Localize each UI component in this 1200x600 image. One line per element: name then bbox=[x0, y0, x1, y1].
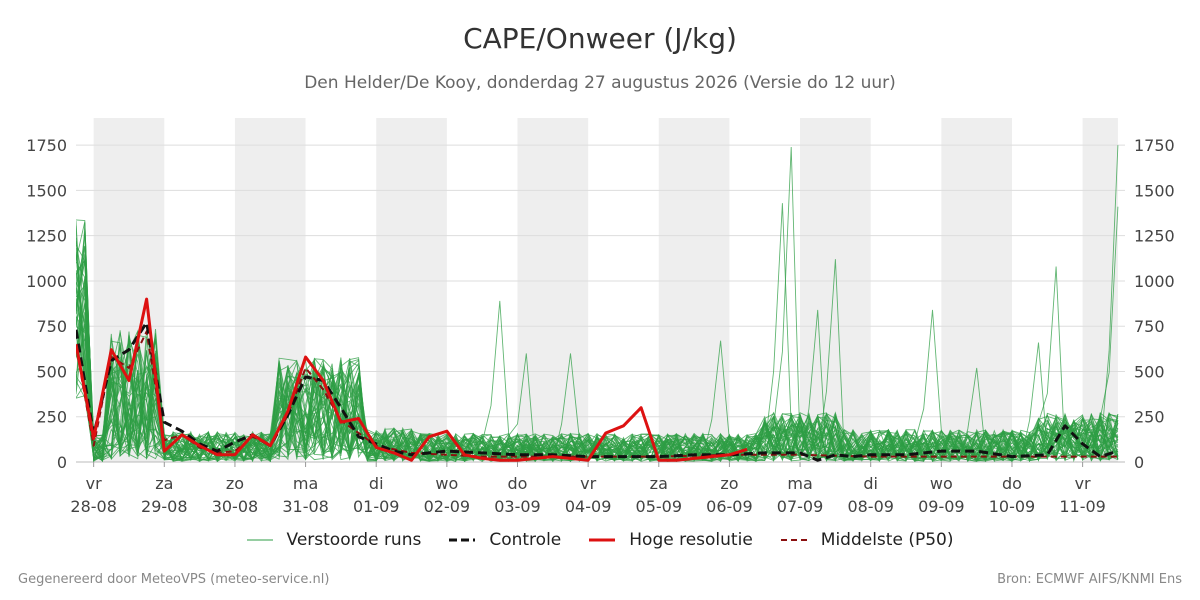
x-tick-label-day: ma bbox=[293, 474, 318, 493]
x-tick-label-day: di bbox=[369, 474, 384, 493]
legend-label-perturbed: Verstoorde runs bbox=[286, 530, 422, 550]
chart-title: CAPE/Onweer (J/kg) bbox=[463, 22, 737, 55]
x-tick-label-day: zo bbox=[720, 474, 738, 493]
legend-label-median: Middelste (P50) bbox=[820, 530, 954, 550]
x-tick-label-date: 04-09 bbox=[565, 497, 612, 516]
y-tick-label-right: 1500 bbox=[1134, 181, 1175, 200]
y-tick-label-left: 500 bbox=[36, 362, 67, 381]
shaded-band bbox=[800, 118, 871, 462]
x-tick-label-date: 03-09 bbox=[494, 497, 541, 516]
y-tick-label-right: 750 bbox=[1134, 317, 1165, 336]
x-tick-label-day: za bbox=[155, 474, 173, 493]
shaded-band bbox=[376, 118, 447, 462]
y-tick-label-left: 250 bbox=[36, 408, 67, 427]
x-tick-label-date: 09-09 bbox=[918, 497, 965, 516]
legend-swatch-control bbox=[449, 538, 476, 542]
x-tick-label-day: do bbox=[508, 474, 528, 493]
x-tick-label-date: 01-09 bbox=[353, 497, 400, 516]
perturbed-run-line bbox=[76, 259, 1119, 462]
shaded-band bbox=[1082, 118, 1118, 462]
x-tick-label-date: 29-08 bbox=[141, 497, 188, 516]
x-tick-label-date: 08-09 bbox=[847, 497, 894, 516]
x-tick-label-day: vr bbox=[1075, 474, 1091, 493]
x-tick-label-date: 31-08 bbox=[282, 497, 329, 516]
x-tick-label-day: vr bbox=[86, 474, 102, 493]
y-tick-label-left: 750 bbox=[36, 317, 67, 336]
series-line-control bbox=[76, 321, 1119, 462]
series-line-hires bbox=[76, 297, 748, 462]
x-tick-label-day: za bbox=[650, 474, 668, 493]
y-tick-label-right: 250 bbox=[1134, 408, 1165, 427]
x-tick-label-date: 02-09 bbox=[424, 497, 471, 516]
x-tick-label-day: wo bbox=[930, 474, 953, 493]
legend-item-perturbed[interactable]: Verstoorde runs bbox=[246, 530, 422, 550]
footer-generator: Gegenereerd door MeteoVPS (meteo-service… bbox=[18, 572, 330, 587]
legend-swatch-hires bbox=[589, 538, 616, 542]
footer-source: Bron: ECMWF AIFS/KNMI Ens bbox=[997, 572, 1182, 587]
y-tick-label-right: 500 bbox=[1134, 362, 1165, 381]
chart-subtitle: Den Helder/De Kooy, donderdag 27 augustu… bbox=[304, 73, 896, 93]
x-tick-label-day: ma bbox=[787, 474, 812, 493]
x-tick-label-date: 28-08 bbox=[70, 497, 117, 516]
y-tick-label-left: 0 bbox=[57, 453, 67, 472]
y-tick-label-right: 0 bbox=[1134, 453, 1144, 472]
perturbed-run-line bbox=[76, 292, 1119, 462]
x-tick-label-date: 11-09 bbox=[1059, 497, 1106, 516]
x-tick-label-date: 05-09 bbox=[636, 497, 683, 516]
shaded-band bbox=[941, 118, 1012, 462]
x-tick-label-date: 10-09 bbox=[989, 497, 1036, 516]
x-tick-label-day: vr bbox=[580, 474, 596, 493]
legend-item-control[interactable]: Controle bbox=[449, 530, 561, 550]
x-tick-label-day: zo bbox=[226, 474, 244, 493]
y-tick-label-left: 1000 bbox=[26, 272, 67, 291]
y-tick-label-left: 1500 bbox=[26, 181, 67, 200]
legend-label-control: Controle bbox=[489, 530, 562, 550]
x-tick-label-day: di bbox=[863, 474, 878, 493]
x-tick-label-date: 06-09 bbox=[706, 497, 753, 516]
shaded-band bbox=[517, 118, 589, 462]
legend-label-hires: Hoge resolutie bbox=[629, 530, 753, 550]
perturbed-run-line bbox=[76, 359, 1119, 462]
chart-legend: Verstoorde runs Controle Hoge resolutie … bbox=[0, 530, 1200, 550]
y-tick-label-right: 1750 bbox=[1134, 136, 1175, 155]
legend-item-median[interactable]: Middelste (P50) bbox=[780, 530, 954, 550]
legend-swatch-perturbed bbox=[246, 539, 273, 541]
y-tick-label-right: 1000 bbox=[1134, 272, 1175, 291]
legend-swatch-median bbox=[780, 539, 807, 541]
shaded-band bbox=[658, 118, 730, 462]
x-tick-label-date: 07-09 bbox=[777, 497, 824, 516]
legend-item-hires[interactable]: Hoge resolutie bbox=[589, 530, 753, 550]
y-tick-label-right: 1250 bbox=[1134, 227, 1175, 246]
x-tick-label-day: do bbox=[1002, 474, 1022, 493]
x-tick-label-day: wo bbox=[435, 474, 458, 493]
y-tick-label-left: 1250 bbox=[26, 227, 67, 246]
x-tick-label-date: 30-08 bbox=[212, 497, 259, 516]
plot-area bbox=[76, 145, 1119, 462]
y-tick-label-left: 1750 bbox=[26, 136, 67, 155]
